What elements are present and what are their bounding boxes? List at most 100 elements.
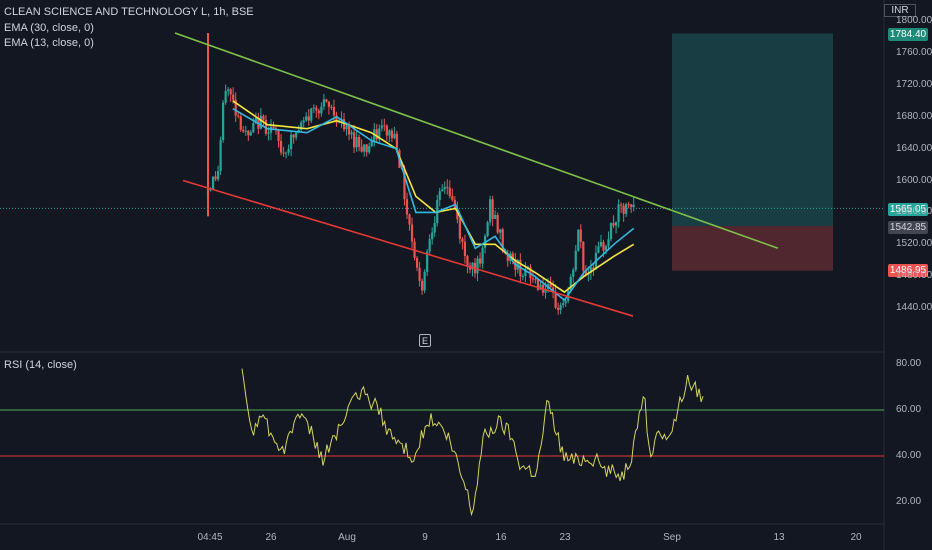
candle-body — [438, 191, 441, 201]
candle-body — [239, 116, 242, 130]
candle-body — [224, 91, 227, 103]
candle-body — [589, 267, 592, 273]
loss-zone — [672, 226, 833, 271]
candle-body — [451, 196, 454, 200]
candle-body — [227, 89, 230, 92]
price-tick-label: 1640.00 — [896, 142, 932, 154]
symbol-title: CLEAN SCIENCE AND TECHNOLOGY L, 1h, BSE — [4, 6, 254, 18]
candle-body — [264, 119, 268, 134]
target-price-badge: 1784.40 — [888, 28, 928, 41]
candle-body — [564, 300, 567, 304]
candle-body — [458, 219, 461, 239]
candle-body — [446, 186, 449, 188]
candle-body — [620, 204, 623, 206]
profit-zone — [672, 33, 833, 227]
candle-body — [592, 267, 595, 270]
candle-body — [602, 242, 605, 251]
candle-body — [516, 259, 519, 270]
candle-body — [385, 125, 388, 136]
candle-body — [282, 152, 285, 154]
candle-body — [622, 205, 625, 214]
candle-body — [549, 284, 552, 288]
candle-body — [627, 204, 630, 206]
candle-body — [254, 117, 257, 124]
candle-body — [350, 132, 353, 135]
candle-body — [229, 89, 232, 95]
time-tick-label: 16 — [495, 532, 507, 543]
candle-body — [604, 245, 608, 251]
candle-body — [609, 223, 613, 240]
rsi-tick-label: 40.00 — [896, 450, 922, 461]
candle-body — [521, 275, 524, 277]
candle-body — [614, 221, 618, 226]
candle-body — [325, 99, 328, 102]
candle-body — [574, 250, 577, 270]
candle-body — [463, 241, 467, 257]
price-tick-label: 1720.00 — [896, 78, 932, 90]
candle-body — [448, 187, 451, 197]
candle-body — [232, 94, 235, 100]
candle-body — [310, 108, 313, 121]
candle-body — [529, 266, 532, 279]
candle-body — [242, 129, 245, 132]
candle-body — [433, 223, 436, 233]
candle-body — [471, 262, 474, 270]
time-tick-label: 13 — [773, 532, 785, 543]
candle-body — [247, 130, 250, 136]
candle-body — [625, 204, 628, 214]
candle-body — [501, 229, 504, 251]
candle-body — [209, 189, 212, 191]
rsi-tick-label: 20.00 — [896, 496, 922, 507]
price-tick-label: 1520.00 — [896, 238, 932, 250]
rsi-line — [241, 368, 704, 517]
candle-body — [317, 110, 320, 114]
currency-label[interactable]: INR — [884, 4, 916, 17]
candle-body — [347, 125, 351, 135]
time-tick-label: 04:45 — [197, 532, 223, 543]
candle-body — [345, 125, 348, 130]
candle-body — [612, 223, 615, 226]
price-tick-label: 1440.00 — [896, 302, 932, 314]
ema-fast-legend[interactable]: EMA (13, close, 0) — [4, 37, 94, 49]
ema-slow-legend[interactable]: EMA (30, close, 0) — [4, 22, 94, 34]
candle-body — [290, 134, 293, 149]
candle-body — [426, 251, 429, 272]
candle-body — [539, 284, 542, 290]
candle-body — [249, 132, 252, 136]
candle-body — [577, 229, 580, 251]
price-tick-label: 1760.00 — [896, 46, 932, 58]
candle-body — [302, 120, 305, 123]
ema-30-line — [232, 100, 635, 294]
candle-body — [494, 215, 497, 219]
price-tick-label: 1600.00 — [896, 174, 932, 186]
candle-body — [267, 132, 270, 134]
candle-body — [320, 106, 323, 114]
candle-body — [443, 186, 446, 190]
candle-body — [380, 125, 383, 129]
candle-body — [415, 257, 419, 268]
candle-body — [335, 115, 338, 123]
candle-body — [597, 246, 600, 253]
candle-body — [559, 305, 562, 310]
candle-body — [421, 280, 424, 291]
candle-body — [237, 115, 240, 117]
candle-body — [305, 116, 308, 121]
candle-body — [390, 130, 393, 139]
candle-body — [370, 140, 373, 147]
rsi-legend[interactable]: RSI (14, close) — [4, 359, 77, 371]
candle-body — [332, 106, 336, 116]
candle-body — [489, 199, 492, 223]
candle-body — [423, 271, 426, 291]
candle-body — [476, 258, 479, 274]
candle-body — [211, 176, 215, 190]
time-tick-label: 26 — [265, 532, 277, 543]
rsi-tick-label: 80.00 — [896, 358, 922, 369]
candle-body — [441, 189, 444, 192]
candle-body — [292, 134, 295, 138]
candle-body — [584, 270, 587, 275]
candle-body — [375, 129, 378, 140]
candle-body — [259, 115, 262, 129]
candle-body — [287, 148, 290, 153]
earnings-marker[interactable]: E — [419, 334, 431, 347]
